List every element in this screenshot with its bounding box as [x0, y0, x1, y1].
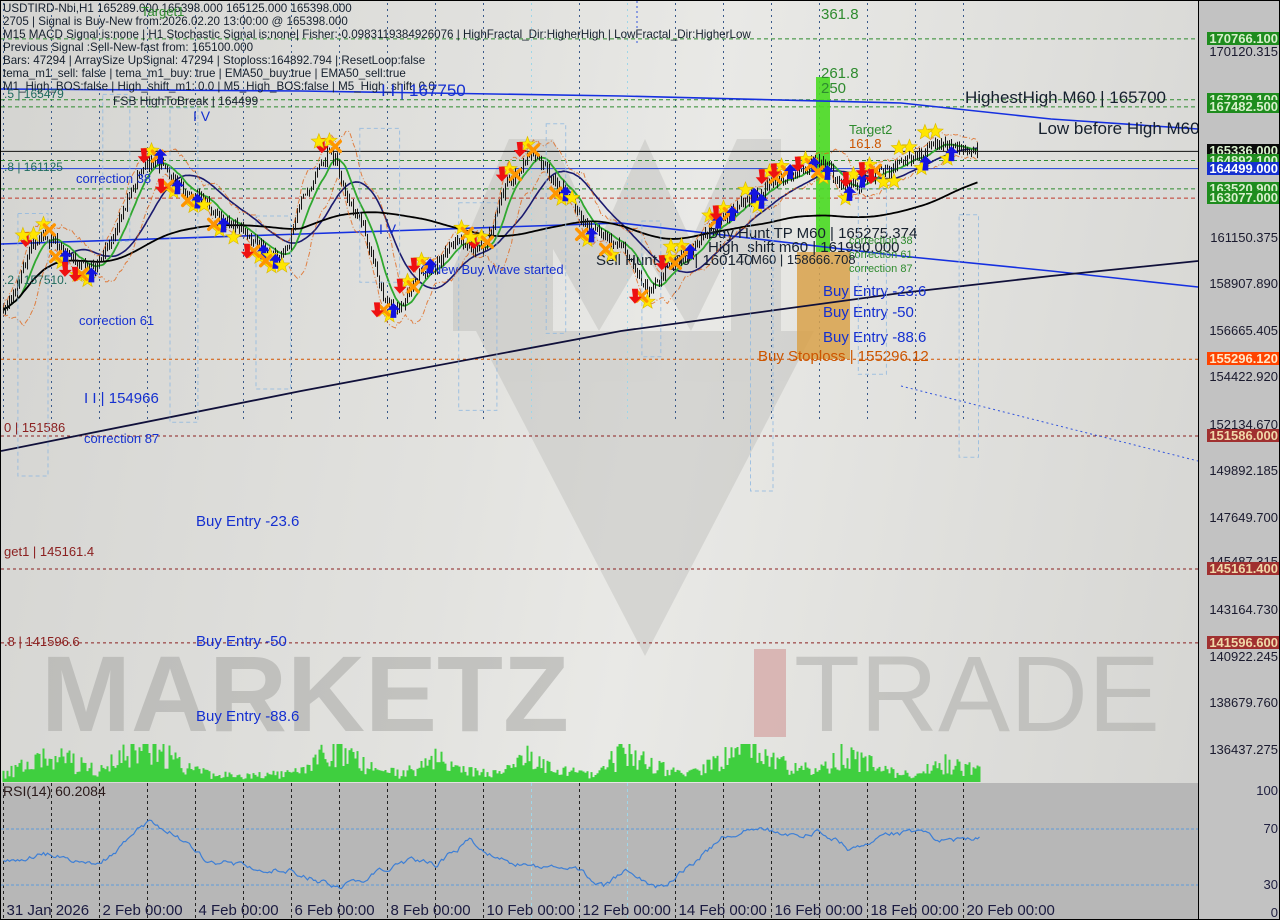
- svg-text:RSI(14) 60.2084: RSI(14) 60.2084: [3, 783, 106, 799]
- svg-text:.5 | 165479: .5 | 165479: [4, 87, 64, 101]
- svg-text:361.8: 361.8: [821, 6, 859, 23]
- svg-text:FSB HighToBreak | 164499: FSB HighToBreak | 164499: [113, 94, 259, 108]
- svg-text:Buy Entry -23.6: Buy Entry -23.6: [823, 283, 926, 300]
- svg-text:Buy Entry -23.6: Buy Entry -23.6: [196, 513, 299, 530]
- svg-text:I V: I V: [193, 108, 211, 124]
- svg-text:Low before High M60-Fresh |: Low before High M60-Fresh | 1: [1038, 119, 1198, 138]
- svg-text:Buy Entry -88.6: Buy Entry -88.6: [196, 708, 299, 725]
- svg-text:2 Feb 00:00: 2 Feb 00:00: [103, 902, 183, 919]
- svg-text:Buy Entry -88.6: Buy Entry -88.6: [823, 329, 926, 346]
- svg-text:.8 | 141596.6: .8 | 141596.6: [4, 634, 80, 649]
- svg-text:I I | 167750: I I | 167750: [381, 81, 466, 100]
- svg-text:M1_High_BOS:false | High_shift: M1_High_BOS:false | High_shift_m1: 0.0 |…: [3, 80, 435, 93]
- svg-text:correction 61: correction 61: [79, 313, 154, 328]
- svg-text:I I | 154966: I I | 154966: [84, 390, 159, 407]
- svg-text:12 Feb 00:00: 12 Feb 00:00: [583, 902, 671, 919]
- svg-text:.2 | 157510.: .2 | 157510.: [4, 273, 67, 287]
- svg-text:HighestHigh M60 | 165700: HighestHigh M60 | 165700: [965, 88, 1166, 107]
- svg-text:Target1: Target1: [141, 4, 184, 19]
- svg-text:250: 250: [821, 80, 846, 97]
- svg-text:0 | 151586: 0 | 151586: [4, 420, 65, 435]
- svg-text:get1 | 145161.4: get1 | 145161.4: [4, 544, 94, 559]
- svg-text:Bars: 47294 | ArraySize UpSign: Bars: 47294 | ArraySize UpSignal: 47294 …: [3, 54, 425, 67]
- svg-text:31 Jan 2026: 31 Jan 2026: [7, 902, 90, 919]
- svg-text:6 Feb 00:00: 6 Feb 00:00: [295, 902, 375, 919]
- svg-text:14 Feb 00:00: 14 Feb 00:00: [679, 902, 767, 919]
- svg-text:20 Feb 00:00: 20 Feb 00:00: [967, 902, 1055, 919]
- svg-text:.8 | 161125: .8 | 161125: [4, 160, 63, 174]
- svg-text:0 New Buy Wave started: 0 New Buy Wave started: [421, 262, 564, 277]
- svg-text:10 Feb 00:00: 10 Feb 00:00: [487, 902, 575, 919]
- svg-text:I V: I V: [379, 221, 397, 237]
- svg-text:M15 MACD Signal is:none | H1 S: M15 MACD Signal is:none | H1 Stochastic …: [3, 28, 751, 41]
- svg-text:M60 | 158666.708: M60 | 158666.708: [751, 252, 856, 267]
- svg-text:Target2: Target2: [849, 122, 892, 137]
- svg-text:tema_m1_sell: false | tema_m1_: tema_m1_sell: false | tema_m1_buy: true …: [3, 67, 406, 80]
- svg-text:161.8: 161.8: [849, 136, 882, 151]
- svg-text:correction 87: correction 87: [84, 431, 159, 446]
- svg-text:Buy Stoploss | 155296.12: Buy Stoploss | 155296.12: [758, 348, 929, 365]
- svg-text:correction 38: correction 38: [76, 171, 151, 186]
- svg-text:8 Feb 00:00: 8 Feb 00:00: [391, 902, 471, 919]
- svg-text:Buy Entry -50: Buy Entry -50: [823, 304, 914, 321]
- svg-text:4 Feb 00:00: 4 Feb 00:00: [199, 902, 279, 919]
- svg-text:MARKETZ: MARKETZ: [41, 633, 569, 754]
- svg-text:Buy Entry -50: Buy Entry -50: [196, 633, 287, 650]
- svg-text:TRADE: TRADE: [794, 633, 1160, 754]
- svg-text:Previous Signal :Sell-New-fast: Previous Signal :Sell-New-fast from: 165…: [3, 41, 253, 54]
- svg-text:18 Feb 00:00: 18 Feb 00:00: [871, 902, 959, 919]
- svg-text:16 Feb 00:00: 16 Feb 00:00: [775, 902, 863, 919]
